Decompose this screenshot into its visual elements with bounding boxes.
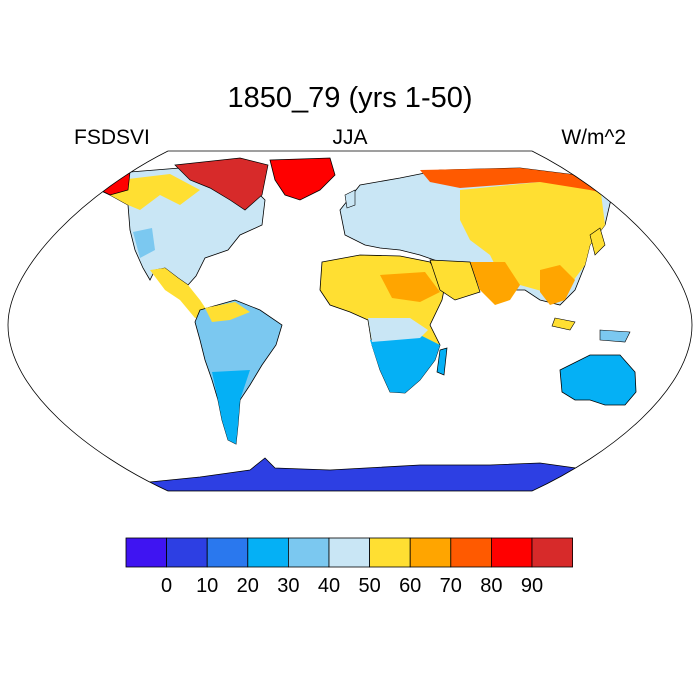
- canadian-arctic: [174, 157, 269, 211]
- globe-border: [7, 150, 693, 492]
- colorbar-tick-label: 90: [521, 575, 543, 597]
- madagascar: [436, 347, 448, 376]
- north-america-warm: [110, 174, 200, 210]
- colorbar-box: [287, 537, 330, 568]
- colorbar-tick-label: 10: [196, 575, 218, 597]
- colorbar-box: [125, 537, 167, 568]
- colorbar-tick-label: 60: [399, 575, 421, 597]
- colorbar-ticks: 0 10 20 30 40 50 60 70 80 90: [161, 575, 543, 597]
- africa-central: [368, 318, 428, 342]
- colorbar-box: [531, 537, 573, 568]
- colorbar-box: [490, 537, 533, 568]
- india-warm: [470, 262, 520, 305]
- uk: [344, 189, 356, 209]
- colorbar-box: [409, 537, 452, 568]
- colorbar-tick-label: 80: [480, 575, 502, 597]
- colorbar-box: [206, 537, 249, 568]
- map-title: 1850_79 (yrs 1-50): [227, 82, 473, 114]
- indonesia: [551, 317, 576, 331]
- north-america-west: [133, 228, 155, 258]
- colorbar-box: [166, 537, 208, 568]
- colorbar-tick-label: 40: [318, 575, 340, 597]
- colorbar-box: [328, 537, 370, 568]
- colorbar-boxes: [125, 537, 573, 568]
- new-guinea: [599, 329, 631, 343]
- south-america-north: [205, 302, 250, 322]
- arctic-coast-hot: [420, 168, 612, 195]
- colorbar-tick-label: 70: [440, 575, 462, 597]
- se-asia-warm: [540, 265, 575, 305]
- colorbar-tick-label: 50: [358, 575, 380, 597]
- colorbar-tick-label: 20: [237, 575, 259, 597]
- japan: [589, 227, 606, 256]
- sahara-hot: [380, 272, 440, 302]
- colorbar-box: [450, 537, 492, 568]
- colorbar-box: [369, 537, 411, 568]
- season-label: JJA: [332, 126, 368, 149]
- colorbar-tick-label: 30: [277, 575, 299, 597]
- australia: [559, 354, 637, 406]
- africa-south: [370, 335, 440, 393]
- variable-label: FSDSVI: [74, 126, 150, 149]
- colorbar-box: [247, 537, 289, 568]
- colorbar-tick-label: 0: [161, 575, 172, 597]
- north-america-south: [150, 268, 210, 318]
- south-america-south: [212, 370, 250, 444]
- greenland: [269, 157, 336, 201]
- map-fields: [89, 157, 666, 491]
- units-label: W/m^2: [561, 126, 626, 149]
- arabia: [429, 259, 481, 301]
